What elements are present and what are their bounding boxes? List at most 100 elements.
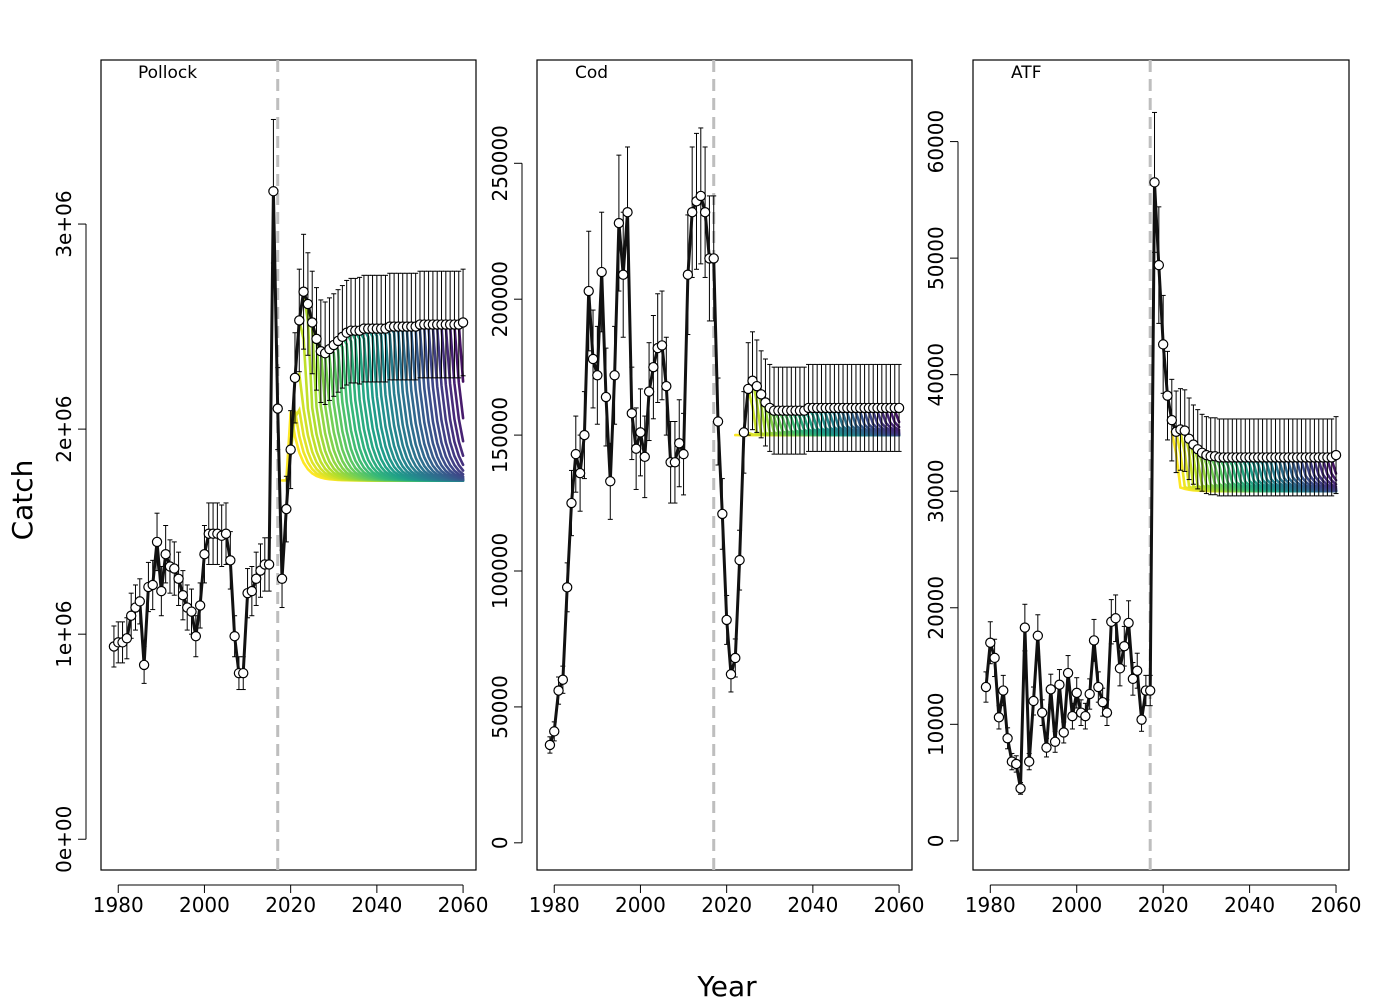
data-point-cod: [592, 370, 603, 381]
data-point-cod: [630, 443, 642, 454]
data-point-cod: [600, 391, 612, 403]
y-tick-label-cod: 250000: [488, 125, 512, 201]
x-tick-label-pollock: 1980: [93, 893, 144, 917]
x-tick-label-pollock: 2000: [179, 893, 230, 917]
data-point-pollock: [229, 631, 240, 642]
data-point-cod: [596, 266, 607, 278]
data-point-cod: [717, 508, 728, 520]
data-point-atf: [1149, 177, 1160, 188]
x-tick-label-cod: 2020: [701, 893, 752, 917]
data-point-pollock: [173, 573, 184, 585]
data-point-cod: [544, 739, 556, 751]
data-point-cod: [618, 269, 629, 280]
data-point-pollock: [294, 315, 305, 326]
data-point-cod: [661, 380, 672, 392]
data-point-atf: [1162, 390, 1173, 401]
data-point-cod: [734, 554, 745, 566]
data-point-atf: [1330, 449, 1342, 461]
data-point-atf: [1157, 339, 1169, 350]
data-point-cod: [583, 285, 594, 297]
data-point-atf: [1088, 635, 1100, 646]
data-point-cod: [725, 669, 737, 680]
plot-frame-atf: [972, 59, 1350, 871]
y-axis-title: Catch: [6, 460, 39, 541]
x-tick-label-cod: 2040: [787, 893, 838, 917]
data-point-atf: [989, 652, 1000, 664]
y-tick-label-pollock: 2e+06: [52, 395, 76, 462]
projection-line-atf: [1304, 456, 1338, 491]
data-point-pollock: [263, 559, 275, 570]
data-point-cod: [674, 438, 685, 449]
data-point-pollock: [121, 633, 133, 644]
y-tick-label-atf: 50000: [924, 226, 948, 290]
data-point-pollock: [220, 528, 232, 539]
data-point-atf: [1002, 733, 1013, 744]
data-point-cod: [751, 380, 763, 392]
y-tick-label-cod: 200000: [488, 261, 512, 337]
data-point-pollock: [276, 573, 288, 585]
data-point-atf: [1015, 783, 1026, 794]
panel-title-pollock: Pollock: [138, 63, 197, 83]
data-point-atf: [1119, 641, 1130, 652]
data-point-cod: [570, 448, 581, 460]
y-tick-label-pollock: 0e+00: [52, 806, 76, 873]
data-point-cod: [609, 370, 620, 381]
x-tick-label-cod: 2060: [874, 893, 925, 917]
data-point-atf: [1093, 681, 1104, 693]
x-tick-label-cod: 1980: [529, 893, 580, 917]
data-point-cod: [730, 652, 741, 664]
data-point-cod: [579, 429, 590, 441]
data-point-atf: [1097, 696, 1108, 708]
data-point-pollock: [268, 186, 279, 197]
data-point-atf: [993, 712, 1005, 723]
panel-title-cod: Cod: [575, 63, 608, 83]
data-point-cod: [622, 207, 633, 218]
data-point-pollock: [285, 444, 296, 455]
data-point-cod: [549, 726, 560, 737]
x-axis-title: Year: [696, 970, 757, 1000]
data-point-cod: [695, 190, 706, 202]
data-point-atf: [985, 637, 996, 648]
data-point-atf: [1127, 673, 1139, 685]
projection-line-pollock: [427, 323, 465, 476]
y-tick-label-pollock: 1e+06: [52, 601, 76, 668]
data-point-pollock: [177, 590, 189, 601]
data-point-pollock: [238, 667, 249, 679]
data-point-atf: [1153, 259, 1165, 271]
x-tick-label-atf: 2040: [1224, 893, 1275, 917]
x-tick-label-atf: 1980: [965, 893, 1016, 917]
data-point-pollock: [134, 596, 145, 607]
data-point-atf: [1084, 688, 1095, 700]
y-tick-label-cod: 0: [488, 836, 512, 849]
data-point-atf: [1132, 665, 1143, 676]
y-tick-label-cod: 50000: [488, 675, 512, 739]
panel-atf: 1980 2000 2020 2040 2060 0 10000 20000 30000 4000…: [924, 59, 1362, 917]
data-point-atf: [1036, 707, 1048, 718]
data-point-cod: [656, 340, 668, 351]
data-point-atf: [1080, 710, 1091, 722]
data-point-atf: [1019, 622, 1031, 633]
y-tick-label-cod: 100000: [488, 533, 512, 609]
y-tick-label-atf: 20000: [924, 576, 948, 640]
x-tick-label-atf: 2020: [1138, 893, 1189, 917]
x-tick-label-atf: 2060: [1311, 893, 1362, 917]
x-tick-label-atf: 2000: [1051, 893, 1102, 917]
projection-line-pollock: [431, 323, 465, 472]
data-point-pollock: [199, 549, 210, 560]
data-point-pollock: [457, 317, 469, 328]
data-point-atf: [1123, 617, 1134, 629]
data-point-atf: [1023, 756, 1035, 767]
data-point-atf: [1032, 630, 1044, 641]
data-point-pollock: [307, 317, 318, 328]
data-point-cod: [639, 451, 650, 463]
data-point-cod: [708, 253, 719, 264]
data-point-cod: [613, 217, 625, 229]
x-tick-label-pollock: 2020: [265, 893, 316, 917]
panel-cod: 1980 2000 2020 2040 2060 0 50000 100000 150000 20…: [488, 59, 925, 917]
data-point-cod: [574, 467, 586, 479]
data-point-atf: [1049, 736, 1061, 747]
data-point-cod: [561, 582, 573, 593]
panel-pollock: 1980 2000 2020 2040 2060 0e+00 1e+06 2e+06 3e+06…: [52, 59, 489, 917]
data-point-cod: [648, 361, 659, 373]
